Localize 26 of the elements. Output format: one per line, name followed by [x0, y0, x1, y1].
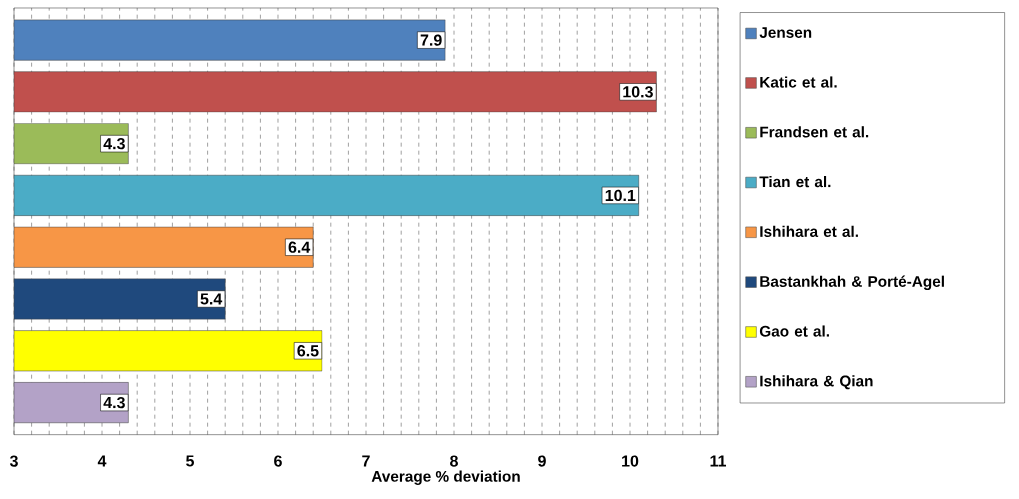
data-label: 6.5: [297, 345, 319, 357]
x-tick-label: 9: [538, 455, 546, 467]
x-tick-label: 3: [9, 455, 18, 467]
x-tick-label: 5: [186, 455, 194, 467]
legend-label: Ishihara & Qian: [760, 375, 873, 390]
x-tick-label: 10: [622, 455, 639, 467]
x-tick-label: 7: [362, 455, 370, 467]
x-axis-title: Average % deviation: [371, 470, 520, 485]
data-label: 10.1: [605, 189, 636, 202]
legend-label: Jensen: [759, 27, 812, 38]
data-label: 4.3: [103, 396, 125, 409]
data-label: 10.3: [623, 86, 653, 98]
legend-label: Ishihara et al.: [760, 225, 858, 237]
data-label: 6.4: [288, 241, 311, 253]
legend-label: Gao et al.: [759, 325, 829, 337]
legend-label: Frandsen et al.: [760, 126, 869, 138]
legend-label: Tian et al.: [759, 175, 831, 188]
data-label: 7.9: [420, 34, 442, 46]
legend-label: Bastankhah & Porté-Agel: [760, 275, 944, 290]
data-label: 4.3: [103, 137, 125, 150]
x-tick-label: 11: [710, 455, 727, 467]
x-tick-label: 6: [274, 455, 282, 467]
legend-label: Katic et al.: [760, 76, 837, 88]
data-label: 5.4: [200, 293, 223, 305]
x-tick-label: 8: [450, 455, 458, 467]
x-tick-label: 4: [97, 455, 107, 467]
